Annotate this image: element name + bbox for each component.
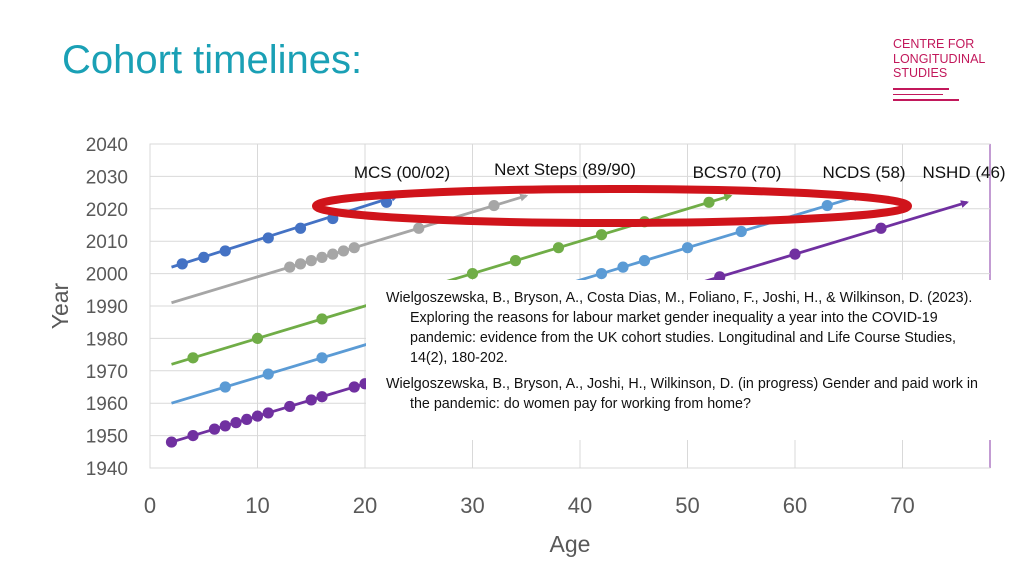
data-point (316, 391, 328, 403)
data-point (251, 410, 264, 422)
logo-line-1: CENTRE FOR (893, 37, 975, 51)
series-line (171, 193, 400, 269)
x-tick-label: 30 (460, 493, 484, 518)
data-point (251, 332, 264, 344)
data-point (165, 436, 178, 448)
x-axis-label: Age (550, 531, 591, 557)
y-axis-label: Year (47, 282, 73, 329)
data-point (262, 232, 274, 244)
y-tick-label: 1990 (86, 297, 128, 318)
cohort-label: BCS70 (70) (693, 163, 782, 182)
data-point (294, 258, 307, 270)
data-point (305, 255, 317, 267)
x-tick-label: 40 (568, 493, 592, 518)
data-point (735, 225, 747, 238)
data-point (316, 251, 328, 263)
data-point (348, 242, 360, 254)
data-point (413, 222, 425, 234)
cohort-label: NSHD (46) (922, 163, 1005, 182)
data-point (337, 245, 350, 257)
data-point (262, 407, 274, 419)
x-tick-label: 50 (675, 493, 699, 518)
logo-rule-lines (893, 88, 959, 105)
x-tick-label: 10 (245, 493, 269, 518)
reference-2: Wielgoszewska, B., Bryson, A., Joshi, H.… (386, 376, 978, 412)
data-point (821, 199, 833, 212)
data-point (595, 229, 608, 241)
data-point (219, 420, 231, 432)
data-point (488, 199, 500, 212)
data-point (187, 352, 199, 364)
data-point (316, 352, 328, 364)
x-tick-label: 60 (783, 493, 807, 518)
data-point (208, 423, 221, 435)
y-tick-label: 1950 (86, 427, 128, 448)
y-tick-label: 2040 (86, 135, 128, 156)
y-tick-label: 1980 (86, 329, 128, 350)
slide-title: Cohort timelines: (62, 38, 363, 82)
data-point (198, 251, 210, 263)
x-tick-label: 20 (353, 493, 377, 518)
data-point (176, 258, 188, 270)
data-point (638, 255, 651, 267)
logo-line-2: LONGITUDINAL (893, 51, 986, 66)
data-point (380, 196, 393, 208)
data-point (703, 196, 715, 208)
cohort-label: NCDS (58) (822, 163, 905, 182)
data-point (595, 268, 608, 280)
y-tick-label: 2000 (86, 265, 128, 286)
logo-line-3: STUDIES (893, 66, 948, 80)
x-tick-label: 0 (144, 493, 156, 518)
y-tick-label: 1940 (86, 459, 128, 480)
data-point (262, 368, 274, 380)
cohort-label: MCS (00/02) (354, 163, 450, 182)
data-point (348, 381, 360, 393)
data-point (316, 313, 328, 325)
data-point (466, 268, 479, 280)
data-point (875, 222, 887, 234)
data-point (219, 381, 231, 393)
y-tick-label: 2030 (86, 167, 128, 188)
data-point (327, 248, 339, 260)
x-tick-label: 70 (890, 493, 914, 518)
data-point (294, 222, 307, 234)
highlight-ellipse (312, 185, 912, 227)
data-point (509, 255, 522, 267)
cohort-label: Next Steps (89/90) (494, 160, 636, 179)
cls-logo: CENTRE FOR LONGITUDINAL STUDIES (893, 37, 985, 81)
y-tick-label: 2020 (86, 200, 128, 221)
data-point (305, 394, 317, 406)
reference-1: Wielgoszewska, B., Bryson, A., Costa Dia… (386, 290, 973, 366)
label-layer: 0 10 20 30 40 50 60 701940195019601970198019902… (47, 135, 1006, 557)
data-point (219, 245, 231, 257)
y-tick-label: 1960 (86, 394, 128, 415)
data-point (552, 242, 565, 254)
data-point (617, 261, 629, 273)
series-line (171, 193, 529, 305)
data-point (187, 430, 199, 442)
y-tick-label: 2010 (86, 232, 128, 253)
data-point (284, 400, 296, 413)
data-point (789, 248, 801, 260)
y-tick-label: 1970 (86, 362, 128, 383)
data-point (284, 261, 296, 273)
references-box: Wielgoszewska, B., Bryson, A., Costa Dia… (366, 280, 994, 440)
data-point (241, 413, 253, 425)
data-point (681, 242, 694, 254)
data-point (714, 271, 726, 283)
data-point (230, 417, 242, 429)
